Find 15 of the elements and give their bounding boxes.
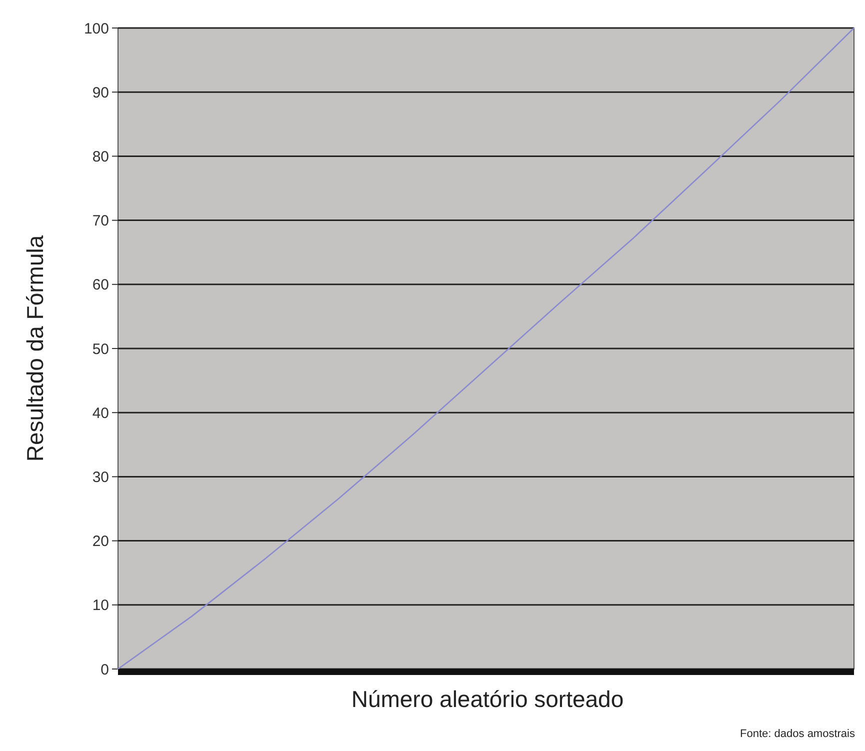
y-tick-label: 100 (84, 20, 109, 38)
y-tick-label: 50 (92, 340, 109, 358)
line-series (117, 27, 855, 670)
x-axis-title: Número aleatório sorteado (351, 686, 624, 712)
y-tick-label: 90 (92, 84, 109, 102)
y-tick-label: 80 (92, 148, 109, 166)
y-tick-label: 10 (92, 597, 109, 614)
y-tick-label: 70 (92, 212, 109, 230)
y-tick-label: 20 (92, 533, 109, 550)
source-note: Fonte: dados amostrais (740, 728, 856, 740)
y-tick-label: 0 (100, 661, 109, 678)
y-tick-label: 40 (92, 404, 109, 422)
y-tick-label: 60 (92, 276, 109, 294)
y-axis-title: Resultado da Fórmula (22, 235, 48, 462)
y-tick-label: 30 (92, 468, 109, 486)
